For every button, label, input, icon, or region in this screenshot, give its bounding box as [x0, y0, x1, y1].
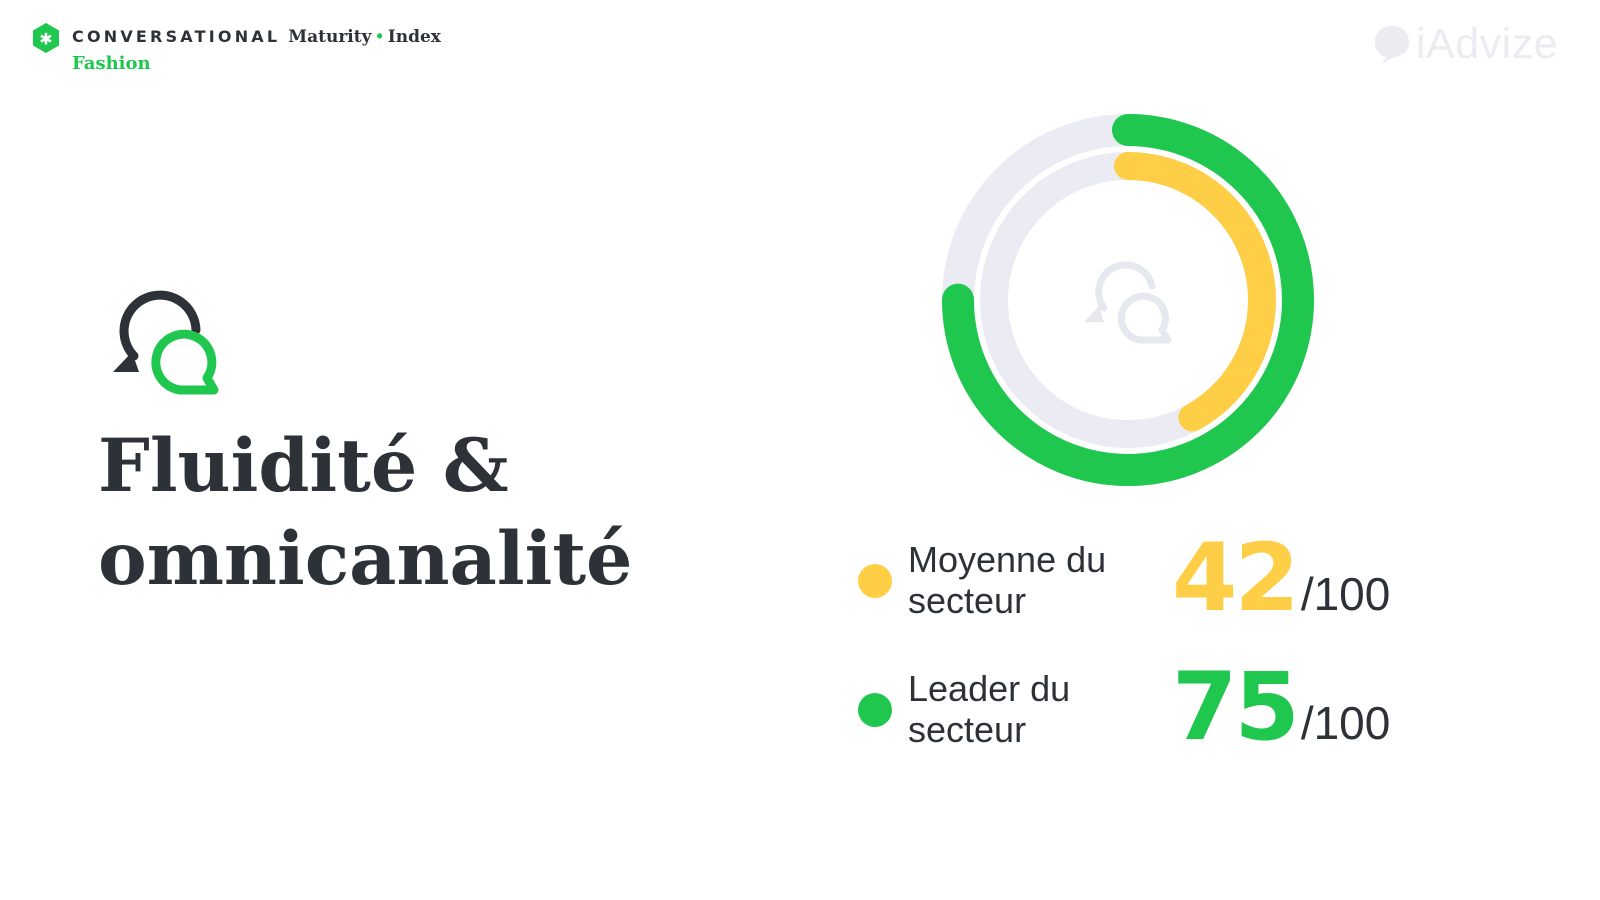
- legend-row-average: Moyenne du secteur 42 /100: [858, 532, 1418, 628]
- chat-refresh-icon: [113, 290, 219, 395]
- sector-label: Fashion: [72, 53, 151, 74]
- title-line-2: omnicanalité: [98, 516, 633, 602]
- iadvize-logo: iAdvize: [1372, 20, 1558, 69]
- average-max: /100: [1300, 568, 1391, 620]
- page-title: Fluidité & omnicanalité: [98, 420, 633, 606]
- green-bubble: [151, 329, 219, 395]
- average-label: Moyenne du secteur: [908, 539, 1107, 621]
- star-badge-icon: ✱: [33, 23, 59, 53]
- brand-title: CONVERSATIONAL Maturity • Index: [72, 26, 441, 47]
- brand-index: Index: [387, 27, 441, 47]
- leader-score: 75 /100: [1172, 661, 1390, 755]
- average-score: 42 /100: [1172, 532, 1390, 626]
- leader-label: Leader du secteur: [908, 668, 1071, 750]
- legend-row-leader: Leader du secteur 75 /100: [858, 661, 1418, 757]
- leader-max: /100: [1300, 697, 1391, 749]
- average-score-arc: [980, 152, 1276, 448]
- average-dot: [858, 564, 892, 598]
- brand-conversational: CONVERSATIONAL: [72, 27, 281, 46]
- title-line-1: Fluidité &: [98, 423, 509, 509]
- refresh-arrow: [113, 352, 139, 372]
- refresh-arc: [119, 290, 201, 361]
- logo-bubble-icon: [1375, 25, 1409, 64]
- logo-text: iAdvize: [1416, 20, 1559, 68]
- score-donut-chart: [942, 114, 1314, 486]
- brand-separator: •: [376, 26, 383, 46]
- leader-score-arc: [942, 114, 1314, 486]
- leader-value: 75: [1172, 653, 1300, 762]
- svg-text:✱: ✱: [39, 30, 52, 49]
- leader-dot: [858, 693, 892, 727]
- center-chat-icon: [1084, 261, 1172, 344]
- brand-maturity: Maturity: [288, 27, 372, 47]
- badge-shape: [33, 23, 59, 53]
- average-value: 42: [1172, 524, 1300, 633]
